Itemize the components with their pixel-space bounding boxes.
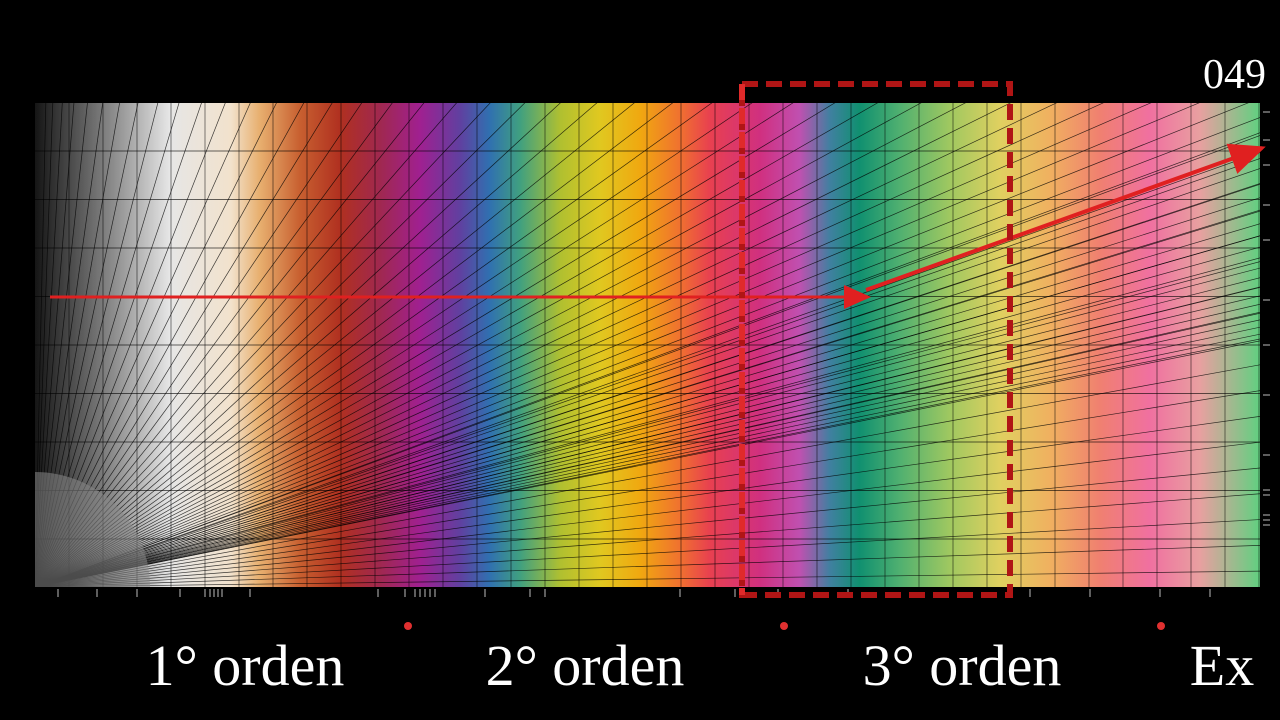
birefringence-line (35, 223, 1260, 587)
birefringence-line (35, 261, 1260, 587)
order-label: 1° orden (146, 633, 345, 698)
order-label: 3° orden (863, 633, 1062, 698)
birefringence-line (35, 416, 1260, 587)
birefringence-line (35, 103, 457, 587)
birefringence-line (35, 197, 1260, 587)
birefringence-line (35, 103, 1058, 587)
birefringence-line (35, 246, 1260, 587)
birefringence-line (35, 209, 1260, 587)
birefringence-line (35, 312, 1260, 587)
birefringence-line (35, 152, 1260, 587)
arrow (865, 143, 1266, 292)
birefringence-line (35, 135, 1260, 587)
birefringence-line (35, 338, 1260, 587)
birefringence-line (35, 103, 794, 587)
birefringence-line (35, 319, 1260, 587)
birefringence-line (35, 287, 1260, 587)
order-dot (1157, 622, 1165, 630)
birefringence-line (35, 467, 1260, 587)
birefringence-line (35, 441, 1260, 587)
birefringence-line (35, 103, 635, 587)
birefringence-line (35, 103, 922, 587)
birefringence-line (35, 103, 1200, 587)
birefringence-line (35, 267, 1260, 587)
birefringence-line (35, 103, 753, 587)
birefringence-line (35, 103, 561, 587)
frame-counter: 049 (1203, 52, 1266, 98)
birefringence-line (35, 326, 1260, 587)
order-dot (404, 622, 412, 630)
birefringence-line (35, 183, 1260, 587)
order-label: Ex (1190, 633, 1254, 698)
birefringence-line (35, 103, 1249, 587)
birefringence-line (35, 103, 1152, 587)
birefringence-line (35, 103, 966, 587)
birefringence-line (35, 333, 1260, 587)
birefringence-line (35, 544, 1260, 587)
birefringence-line (35, 117, 1260, 587)
birefringence-line (35, 364, 1260, 587)
birefringence-line (35, 277, 1260, 587)
birefringence-line (35, 168, 1260, 587)
origin-disc (35, 472, 150, 587)
birefringence-line (35, 103, 836, 587)
order-dot (780, 622, 788, 630)
birefringence-line (35, 295, 1260, 587)
birefringence-line (35, 303, 1260, 587)
birefringence-line (35, 103, 526, 587)
birefringence-line (35, 103, 491, 587)
birefringence-line (35, 103, 598, 587)
birefringence-line (35, 103, 878, 587)
birefringence-line (35, 103, 1012, 587)
birefringence-line (35, 570, 1260, 587)
birefringence-line (35, 519, 1260, 587)
order-label: 2° orden (486, 633, 685, 698)
birefringence-line (35, 235, 1260, 587)
birefringence-line (35, 340, 1260, 587)
birefringence-line (35, 493, 1260, 587)
birefringence-line (35, 103, 713, 587)
birefringence-line (35, 132, 1260, 587)
birefringence-line (35, 103, 1104, 587)
birefringence-line (35, 103, 674, 587)
birefringence-line (35, 158, 1260, 587)
birefringence-line (35, 390, 1260, 587)
